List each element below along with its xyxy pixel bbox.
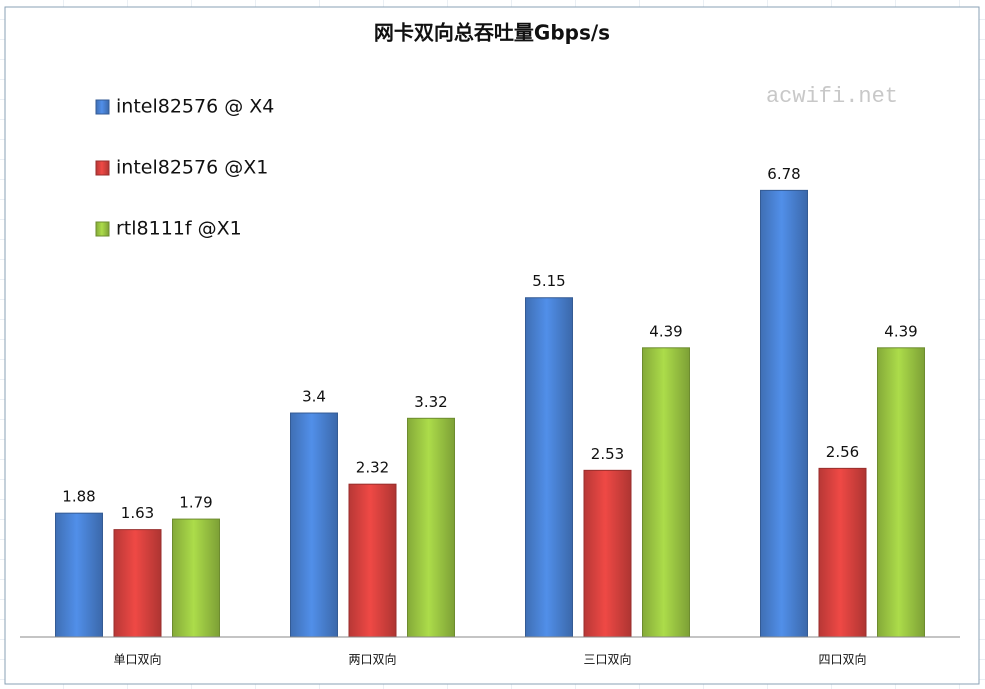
x-tick-label: 两口双向: [348, 652, 396, 667]
value-label: 4.39: [884, 322, 917, 340]
bar: [55, 512, 103, 638]
value-label: 1.79: [179, 494, 212, 512]
value-label: 4.39: [649, 322, 682, 340]
bar: [290, 412, 338, 638]
value-label: 1.88: [62, 488, 95, 506]
bar: [407, 417, 455, 638]
value-label: 5.15: [532, 272, 565, 290]
value-label: 1.63: [121, 504, 154, 522]
bar: [583, 469, 632, 638]
legend-label: rtl8111f @X1: [116, 218, 242, 240]
value-label: 3.32: [414, 393, 447, 411]
legend-swatch: [95, 160, 110, 176]
x-tick-label: 三口双向: [583, 652, 631, 667]
bar: [877, 347, 925, 638]
bar: [642, 347, 690, 638]
bar: [760, 189, 808, 638]
chart-frame: [4, 6, 980, 685]
x-tick-label: 四口双向: [818, 652, 866, 667]
value-label: 2.56: [826, 443, 859, 461]
bar: [818, 467, 867, 638]
bar: [348, 483, 397, 638]
value-label: 6.78: [767, 165, 800, 183]
legend-swatch: [95, 221, 110, 237]
value-label: 2.53: [591, 445, 624, 463]
legend-label: intel82576 @X1: [116, 157, 268, 179]
legend-label: intel82576 @ X4: [116, 96, 274, 118]
x-tick-label: 单口双向: [113, 652, 161, 667]
value-label: 2.32: [356, 459, 389, 477]
bar: [172, 518, 220, 638]
chart-title: 网卡双向总吞吐量Gbps/s: [374, 21, 610, 45]
value-label: 3.4: [302, 388, 326, 406]
bar: [113, 529, 162, 638]
bar: [525, 297, 573, 638]
legend-swatch: [95, 99, 110, 115]
watermark: acwifi.net: [766, 84, 898, 109]
